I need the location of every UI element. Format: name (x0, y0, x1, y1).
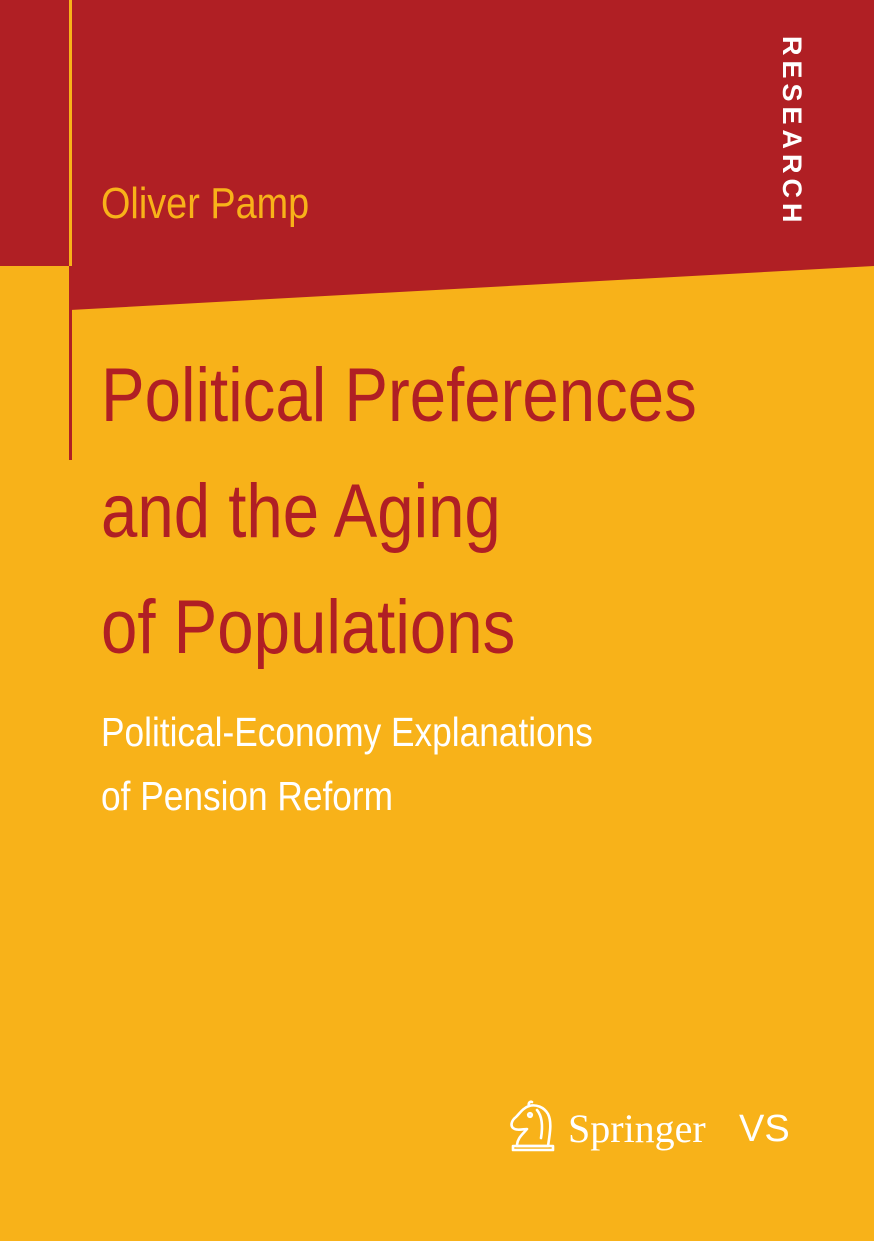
book-title: Political Preferences and the Aging of P… (101, 338, 697, 686)
author-name: Oliver Pamp (101, 179, 310, 228)
subtitle-line-2: of Pension Reform (101, 773, 394, 819)
book-subtitle: Political-Economy Explanations of Pensio… (101, 700, 593, 828)
vertical-rule-top (69, 0, 72, 266)
series-label: RESEARCH (777, 36, 807, 228)
top-color-band (0, 0, 874, 310)
subtitle-line-1: Political-Economy Explanations (101, 709, 593, 755)
title-line-1: Political Preferences (101, 353, 697, 438)
publisher-logo: Springer VS (503, 1096, 793, 1160)
publisher-name: Springer (568, 1106, 706, 1151)
knight-chess-piece-icon (510, 1100, 555, 1152)
title-line-3: of Populations (101, 585, 516, 670)
title-line-2: and the Aging (101, 469, 501, 554)
publisher-imprint: VS (739, 1108, 790, 1150)
